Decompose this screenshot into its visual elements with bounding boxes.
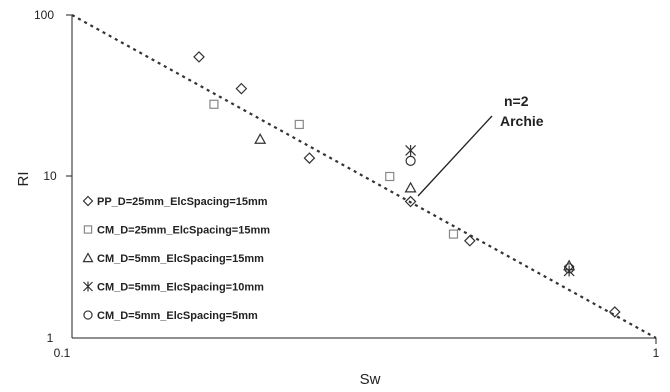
data-point-triangle — [255, 134, 265, 143]
data-point-square — [386, 173, 394, 181]
y-tick-label-top: 100 — [34, 8, 54, 22]
legend-marker-triangle — [84, 254, 93, 262]
data-point-diamond — [465, 236, 475, 246]
points-layer — [194, 52, 620, 317]
annotation-leader-line — [418, 116, 492, 196]
data-point-diamond — [610, 307, 620, 317]
legend-marker-square — [84, 226, 91, 233]
x-axis-label: Sw — [360, 371, 381, 388]
legend-label: CM_D=5mm_ElcSpacing=15mm — [97, 253, 264, 265]
annotation-line-2: Archie — [500, 113, 544, 129]
y-axis-label: RI — [15, 172, 32, 187]
axes — [66, 15, 656, 344]
data-point-square — [295, 120, 303, 128]
data-point-diamond — [194, 52, 204, 62]
data-point-square — [210, 100, 218, 108]
data-point-diamond — [304, 153, 314, 163]
data-point-diamond — [236, 84, 246, 94]
data-point-square — [449, 230, 457, 238]
legend-marker-diamond — [84, 197, 93, 206]
legend-label: CM_D=5mm_ElcSpacing=10mm — [97, 282, 264, 294]
legend: PP_D=25mm_ElcSpacing=15mm CM_D=25mm_ElcSp… — [84, 196, 271, 322]
legend-label: CM_D=25mm_ElcSpacing=15mm — [97, 225, 270, 237]
x-tick-label-left: 0.1 — [54, 346, 71, 360]
data-point-circle — [406, 156, 415, 165]
y-tick-label-mid: 10 — [43, 169, 57, 183]
annotation-line-1: n=2 — [504, 93, 529, 109]
legend-label: PP_D=25mm_ElcSpacing=15mm — [97, 196, 268, 208]
legend-label: CM_D=5mm_ElcSpacing=5mm — [97, 310, 258, 322]
legend-marker-star — [84, 282, 93, 292]
legend-marker-circle — [84, 311, 92, 319]
x-tick-label-right: 1 — [653, 346, 660, 360]
data-point-star — [406, 145, 416, 156]
data-point-triangle — [406, 183, 416, 192]
y-tick-label-bottom: 1 — [47, 331, 54, 345]
svg-text:RI: RI — [15, 172, 32, 187]
